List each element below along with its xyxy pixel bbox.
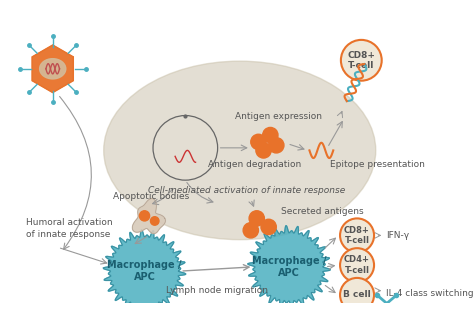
Circle shape (243, 223, 258, 238)
Text: Epitope presentation: Epitope presentation (330, 160, 425, 169)
Circle shape (256, 143, 271, 158)
Ellipse shape (104, 61, 376, 240)
Circle shape (340, 278, 374, 312)
Polygon shape (32, 45, 73, 92)
Text: B cell: B cell (343, 290, 371, 299)
Text: Macrophage /
APC: Macrophage / APC (252, 256, 326, 278)
Text: Apoptotic bodies: Apoptotic bodies (113, 192, 190, 201)
Circle shape (261, 219, 276, 235)
Text: Macrophage /
APC: Macrophage / APC (107, 260, 182, 282)
Text: CD4+
T-cell: CD4+ T-cell (344, 256, 370, 275)
Circle shape (249, 211, 264, 226)
Circle shape (340, 248, 374, 282)
Text: Antigen degradation: Antigen degradation (209, 160, 301, 169)
Text: Antigen expression: Antigen expression (235, 112, 322, 121)
Text: IL-4 class switching: IL-4 class switching (386, 289, 474, 298)
Circle shape (263, 128, 278, 143)
Circle shape (139, 211, 150, 221)
Text: IFN-γ: IFN-γ (386, 231, 409, 240)
Circle shape (269, 138, 284, 153)
Circle shape (150, 217, 159, 225)
Circle shape (340, 218, 374, 253)
Polygon shape (103, 230, 186, 312)
Circle shape (341, 40, 382, 81)
Circle shape (251, 134, 266, 150)
Text: Lymph node migration: Lymph node migration (166, 286, 268, 296)
Polygon shape (132, 198, 165, 234)
Text: Humoral activation
of innate response: Humoral activation of innate response (26, 218, 112, 239)
Text: Cell-mediated activation of innate response: Cell-mediated activation of innate respo… (148, 186, 345, 195)
Polygon shape (248, 226, 330, 308)
Text: CD8+
T-cell: CD8+ T-cell (344, 226, 370, 245)
Ellipse shape (40, 59, 66, 79)
Text: Secreted antigens: Secreted antigens (281, 207, 363, 216)
Text: CD8+
T-cell: CD8+ T-cell (347, 51, 375, 70)
